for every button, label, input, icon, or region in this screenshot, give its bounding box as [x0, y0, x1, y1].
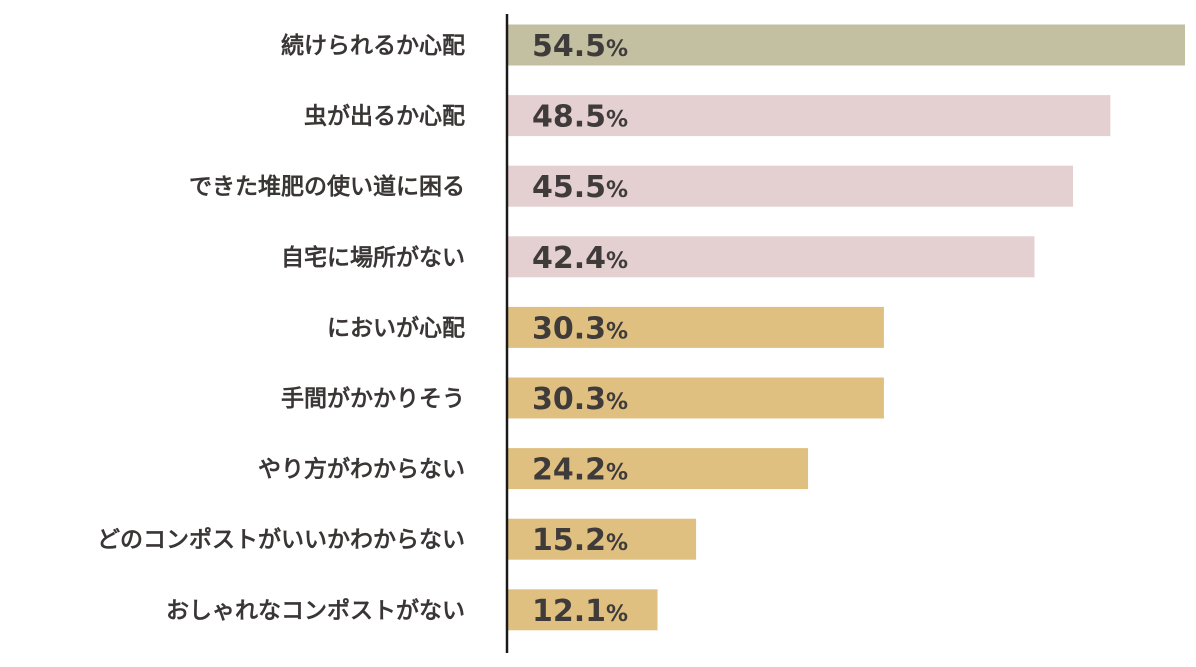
data-label-unit: % — [606, 178, 628, 203]
category-label: 続けられるか心配 — [281, 32, 465, 59]
data-label-unit: % — [606, 37, 628, 62]
data-label-value: 42.4 — [532, 241, 606, 276]
bar — [507, 236, 1035, 278]
category-label: 自宅に場所がない — [281, 244, 465, 271]
bar — [507, 448, 809, 490]
category-label: 手間がかかりそう — [281, 385, 465, 412]
data-label: 30.3% — [532, 311, 628, 346]
data-label-unit: % — [606, 461, 628, 486]
data-label: 24.2% — [532, 453, 628, 488]
bar — [507, 24, 1185, 66]
data-label-unit: % — [606, 531, 628, 556]
data-label-value: 24.2 — [532, 453, 606, 488]
data-label-unit: % — [606, 249, 628, 274]
data-label-value: 54.5 — [532, 29, 606, 64]
bar — [507, 589, 658, 631]
data-label-value: 45.5 — [532, 170, 606, 205]
data-label-value: 48.5 — [532, 100, 606, 135]
data-label-value: 30.3 — [532, 382, 606, 417]
category-label: どのコンポストがいいかわからない — [97, 526, 465, 553]
data-label-unit: % — [606, 602, 628, 627]
bar — [507, 377, 884, 419]
bar — [507, 165, 1074, 207]
category-label: 虫が出るか心配 — [304, 103, 465, 130]
data-label: 15.2% — [532, 523, 628, 558]
data-label-unit: % — [606, 108, 628, 133]
data-label: 42.4% — [532, 241, 628, 276]
bar — [507, 306, 884, 348]
bar — [507, 95, 1111, 137]
data-label: 54.5% — [532, 29, 628, 64]
data-label: 48.5% — [532, 100, 628, 135]
data-label-value: 30.3 — [532, 311, 606, 346]
data-label-value: 12.1 — [532, 594, 606, 629]
category-label: においが心配 — [327, 314, 465, 341]
category-label: やり方がわからない — [258, 456, 465, 483]
data-label: 12.1% — [532, 594, 628, 629]
data-label-unit: % — [606, 319, 628, 344]
data-label: 45.5% — [532, 170, 628, 205]
bar — [507, 518, 697, 560]
data-label-unit: % — [606, 390, 628, 415]
data-label: 30.3% — [532, 382, 628, 417]
data-label-value: 15.2 — [532, 523, 606, 558]
category-label: おしゃれなコンポストがない — [166, 597, 465, 624]
category-label: できた堆肥の使い道に困る — [189, 173, 465, 200]
